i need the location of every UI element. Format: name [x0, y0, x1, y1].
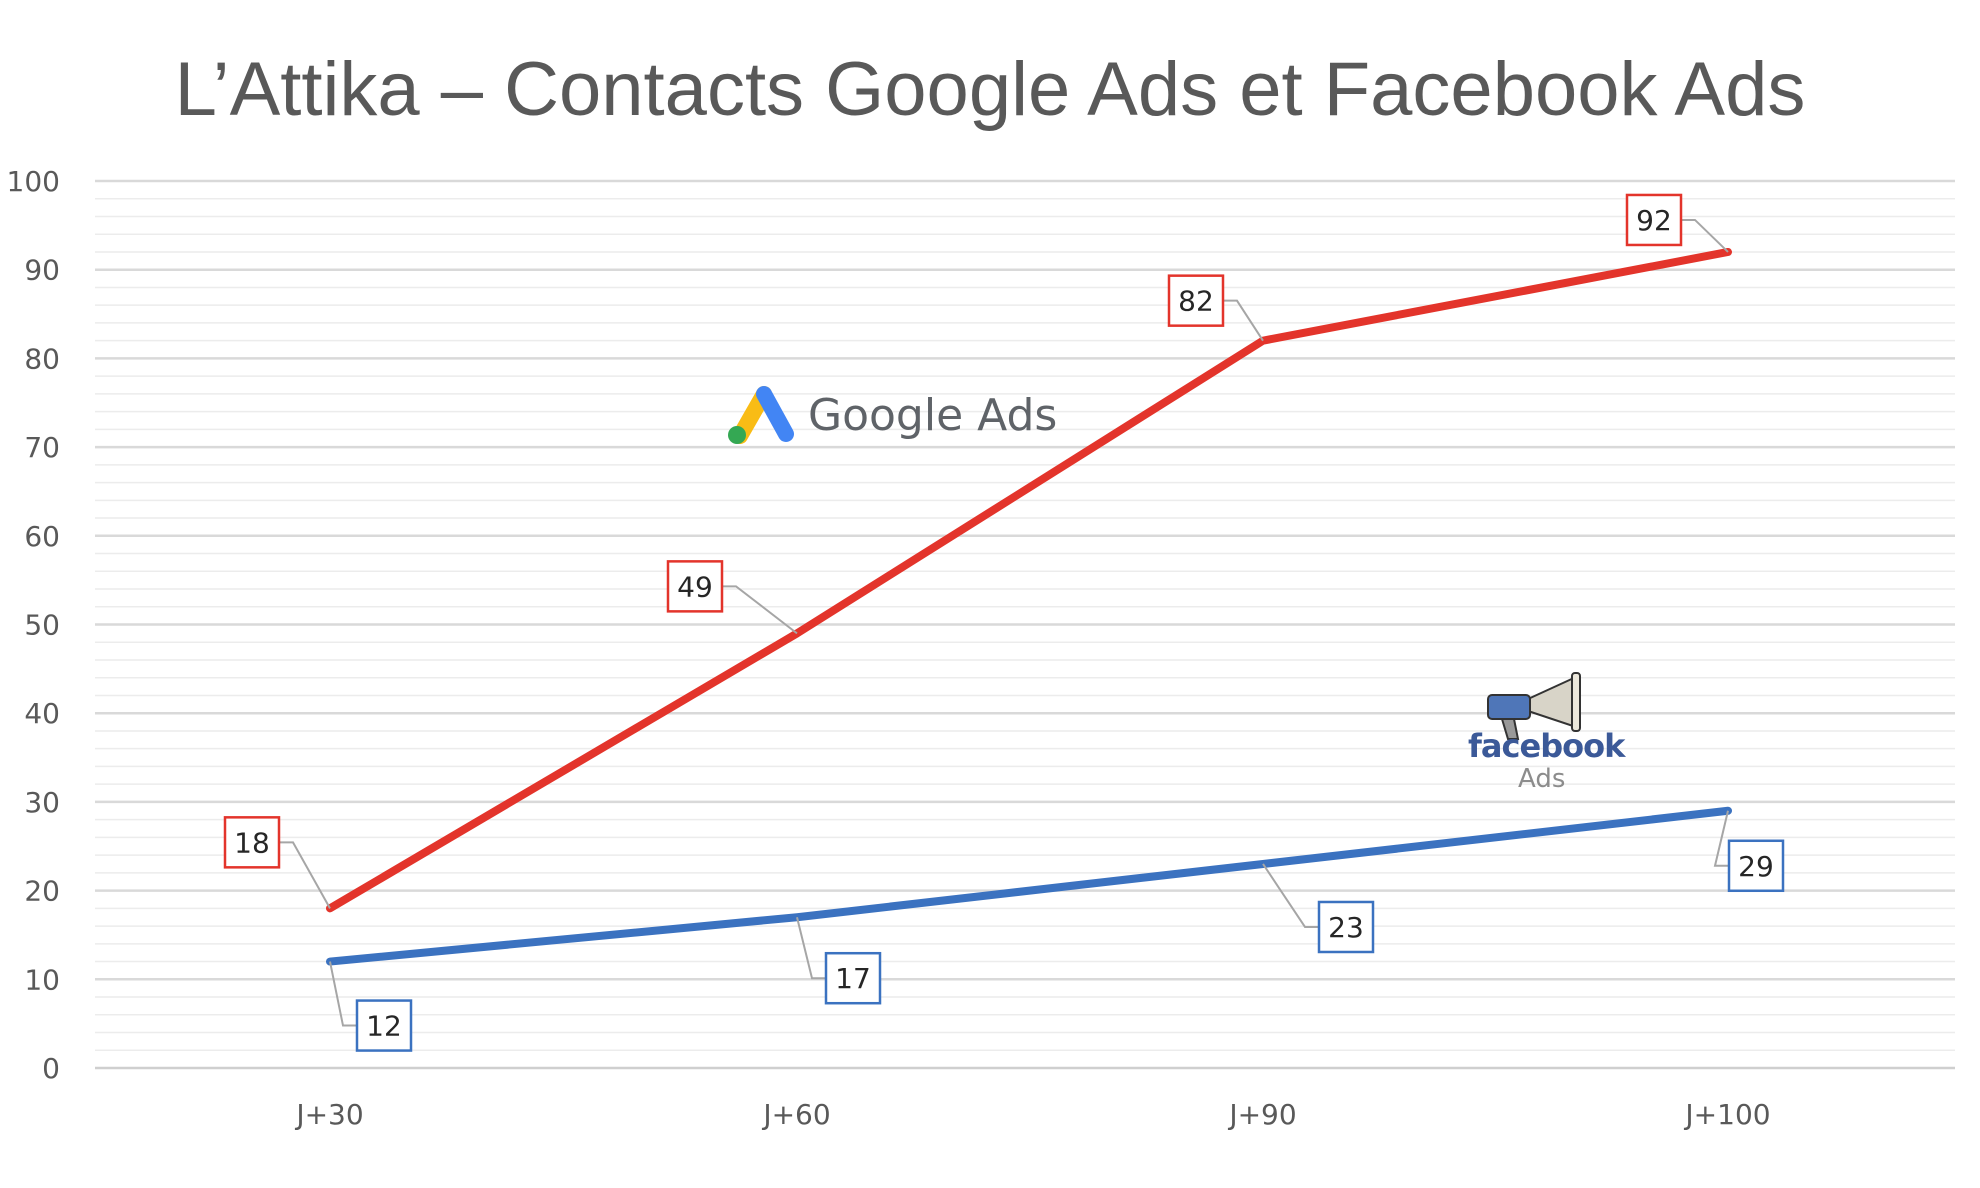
y-tick-label: 40 — [24, 697, 60, 730]
y-tick-label: 10 — [24, 963, 60, 996]
y-tick-label: 90 — [24, 254, 60, 287]
data-label: 18 — [234, 826, 270, 859]
google-ads-logo-icon — [728, 394, 786, 444]
x-tick-label: J+60 — [761, 1098, 830, 1131]
google-ads-logo: Google Ads — [728, 390, 1057, 444]
data-label: 92 — [1636, 204, 1672, 237]
data-label: 82 — [1178, 285, 1214, 318]
y-tick-label: 100 — [7, 165, 60, 198]
y-tick-label: 50 — [24, 609, 60, 642]
facebook-brand-text: facebook — [1468, 727, 1626, 765]
google-ads-logo-text: Google Ads — [808, 390, 1057, 441]
data-label: 29 — [1738, 850, 1774, 883]
major-gridlines — [95, 181, 1955, 1068]
leader-line — [279, 842, 330, 908]
x-axis-tick-labels: J+30 J+60 J+90 J+100 — [294, 1098, 1770, 1131]
x-tick-label: J+90 — [1227, 1098, 1296, 1131]
series-line-google — [330, 252, 1728, 908]
facebook-ads-logo: facebook Ads — [1468, 673, 1626, 794]
data-label: 49 — [677, 570, 713, 603]
facebook-ads-text: Ads — [1518, 764, 1565, 794]
data-label: 17 — [835, 962, 871, 995]
y-tick-label: 60 — [24, 520, 60, 553]
data-label: 23 — [1328, 911, 1364, 944]
leader-line — [1223, 301, 1263, 341]
y-tick-label: 80 — [24, 342, 60, 375]
data-label: 12 — [366, 1010, 402, 1043]
x-tick-label: J+100 — [1683, 1098, 1770, 1131]
leader-line — [722, 586, 797, 633]
y-tick-label: 70 — [24, 431, 60, 464]
y-tick-label: 20 — [24, 875, 60, 908]
leader-line — [1681, 220, 1728, 252]
x-tick-label: J+30 — [294, 1098, 363, 1131]
leader-line — [330, 962, 357, 1026]
y-tick-label: 30 — [24, 786, 60, 819]
line-chart: 0 10 20 30 40 50 60 70 80 90 100 J+30 J+60 J+90 J+100… — [0, 0, 1980, 1188]
y-axis-tick-labels: 0 10 20 30 40 50 60 70 80 90 100 — [7, 165, 60, 1085]
series-line-facebook — [330, 811, 1728, 962]
y-tick-label: 0 — [42, 1052, 60, 1085]
